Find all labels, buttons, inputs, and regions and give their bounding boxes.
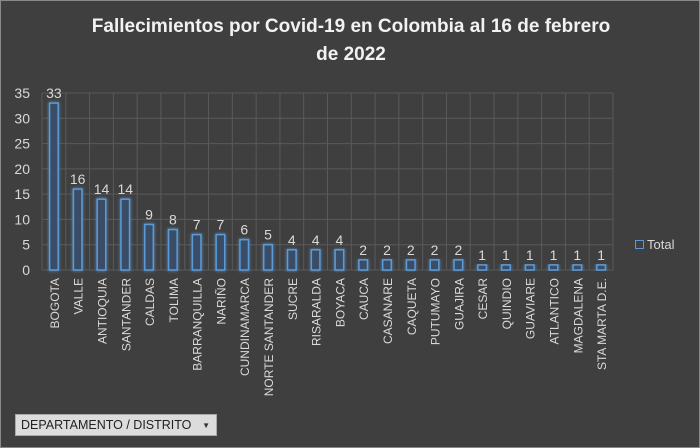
x-tick-label: PUTUMAYO (429, 278, 443, 345)
data-label: 33 (46, 85, 62, 101)
x-tick-label: CESAR (476, 278, 490, 320)
data-label: 1 (502, 247, 510, 263)
y-tick-label: 35 (14, 85, 30, 101)
x-tick-label: TOLIMA (167, 278, 181, 322)
x-tick-label: GUAVIARE (524, 278, 538, 339)
x-tick-label: CAUCA (357, 278, 371, 320)
bar (167, 228, 178, 271)
bar (215, 233, 226, 271)
legend-label: Total (647, 237, 675, 252)
data-label: 1 (550, 247, 558, 263)
data-label: 4 (288, 232, 296, 248)
bar (453, 259, 464, 271)
legend: Total (635, 237, 674, 252)
x-tick-label: ANTIOQUIA (95, 278, 109, 344)
x-tick-label: NARIÑO (214, 278, 228, 325)
bar (524, 264, 535, 271)
bar (286, 249, 297, 271)
legend-swatch (635, 240, 644, 249)
y-tick-label: 30 (14, 110, 30, 126)
x-tick-label: ATLANTICO (548, 278, 562, 344)
data-label: 2 (454, 242, 462, 258)
bar (358, 259, 369, 271)
x-tick-label: BOYACA (333, 278, 347, 327)
y-tick-label: 5 (22, 237, 30, 253)
bar (144, 223, 155, 271)
x-tick-label: VALLE (72, 278, 86, 314)
x-tick-label: CAQUETA (405, 278, 419, 335)
x-tick-label: GUAJIRA (452, 278, 466, 330)
data-label: 7 (193, 217, 201, 233)
bar (381, 259, 393, 271)
bar (72, 188, 83, 271)
x-tick-label: QUINDIO (500, 278, 514, 329)
dropdown-arrow-icon: ▼ (202, 420, 210, 430)
bar (429, 259, 440, 271)
data-label: 2 (431, 242, 439, 258)
data-label: 2 (383, 242, 391, 258)
bar (48, 102, 59, 271)
data-label: 4 (335, 232, 343, 248)
x-tick-label: BOGOTA (48, 278, 62, 328)
x-tick-label: CASANARE (381, 278, 395, 344)
y-tick-label: 10 (14, 211, 30, 227)
bar (262, 243, 274, 271)
data-label: 1 (573, 247, 581, 263)
x-tick-label: SANTANDER (119, 278, 133, 351)
bar (405, 259, 416, 271)
data-label: 7 (217, 217, 225, 233)
data-label: 16 (70, 171, 86, 187)
bar (239, 238, 250, 271)
bar (334, 249, 345, 271)
bar (596, 264, 607, 271)
y-tick-label: 15 (14, 186, 30, 202)
x-tick-label: BARRANQUILLA (191, 278, 205, 371)
data-label: 14 (94, 181, 110, 197)
bar (477, 264, 488, 271)
x-tick-label: MAGDALENA (571, 278, 585, 353)
chart-title: Fallecimientos por Covid-19 en Colombia … (91, 16, 611, 65)
data-label: 2 (359, 242, 367, 258)
data-label: 6 (240, 222, 248, 238)
y-tick-label: 25 (14, 136, 30, 152)
data-label: 5 (264, 227, 272, 243)
data-label: 8 (169, 212, 177, 228)
filter-label: DEPARTAMENTO / DISTRITO (21, 418, 192, 432)
x-tick-label: RISARALDA (310, 278, 324, 346)
data-label: 4 (312, 232, 320, 248)
bar (500, 264, 511, 271)
y-tick-label: 0 (22, 262, 30, 278)
x-tick-label: CALDAS (143, 278, 157, 326)
x-tick-label: CUNDINAMARCA (238, 278, 252, 376)
bar (120, 198, 131, 271)
y-tick-label: 20 (14, 161, 30, 177)
data-label: 2 (407, 242, 415, 258)
data-label: 1 (597, 247, 605, 263)
x-tick-label: STA MARTA D.E. (595, 278, 609, 370)
bar (96, 198, 107, 271)
bar (191, 233, 202, 271)
x-tick-label: SUCRE (286, 278, 300, 320)
x-tick-label: NORTE SANTANDER (262, 278, 276, 397)
departamento-filter-dropdown[interactable]: DEPARTAMENTO / DISTRITO ▼ (15, 414, 217, 436)
data-label: 9 (145, 206, 153, 222)
bar (548, 264, 559, 271)
data-label: 14 (117, 181, 133, 197)
data-label: 1 (526, 247, 534, 263)
bar (572, 264, 583, 271)
bar (310, 249, 321, 271)
data-label: 1 (478, 247, 486, 263)
